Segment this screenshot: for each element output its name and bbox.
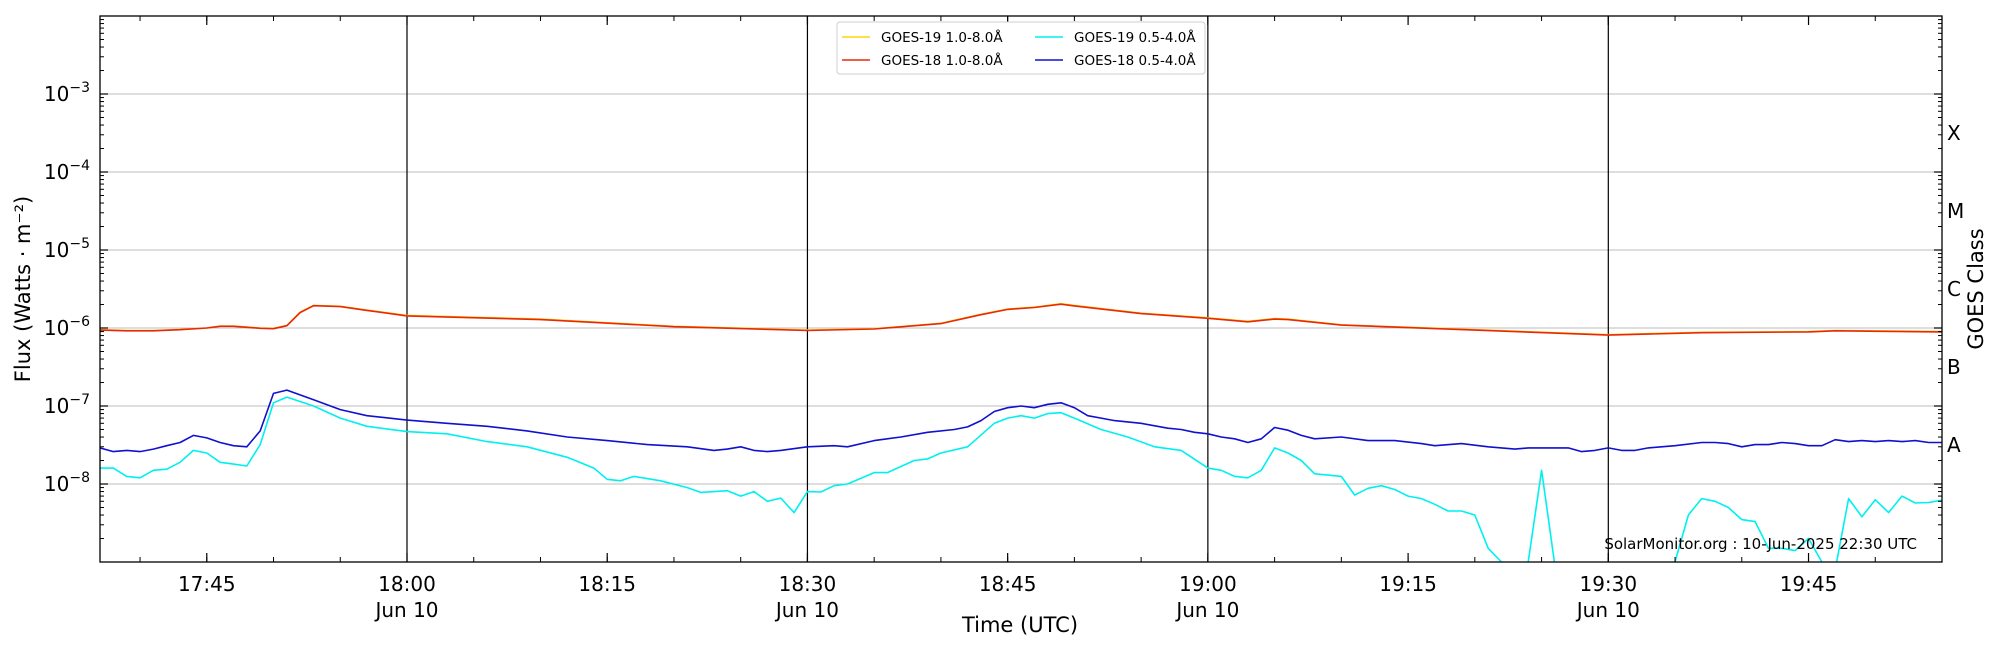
y-tick-exponent: −6	[69, 314, 90, 330]
x-tick-label: 19:30	[1579, 572, 1637, 596]
x-tick-date-label: Jun 10	[1174, 598, 1239, 622]
goes-class-label: B	[1947, 355, 1961, 379]
legend: GOES-19 1.0-8.0Å GOES-19 0.5-4.0Å GOES-18 …	[836, 21, 1206, 75]
day-boundary-lines	[406, 16, 1609, 562]
x-tick-label: 18:30	[779, 572, 837, 596]
y-tick-label: 10−8	[44, 470, 90, 496]
goes-class-label: C	[1947, 277, 1961, 301]
x-tick-label: 18:15	[578, 572, 636, 596]
x-tick-date-label: Jun 10	[774, 598, 839, 622]
y-tick-base: 10	[44, 472, 69, 496]
x-tick-label: 18:45	[979, 572, 1037, 596]
y-axis-title: Flux (Watts · m⁻²)	[11, 196, 35, 382]
goes-class-label: A	[1947, 433, 1961, 457]
x-tick-date-label: Jun 10	[1575, 598, 1640, 622]
legend-label: GOES-19 1.0-8.0Å	[881, 29, 1003, 46]
legend-label: GOES-18 0.5-4.0Å	[1074, 52, 1196, 69]
y-tick-exponent: −5	[69, 236, 90, 252]
y-tick-label: 10−4	[44, 158, 90, 184]
y-tick-exponent: −7	[69, 392, 90, 408]
x-tick-label: 17:45	[178, 572, 236, 596]
goes-class-axis-title: GOES Class	[1964, 228, 1988, 349]
y-tick-label: 10−5	[44, 236, 90, 262]
x-tick-label: 19:00	[1179, 572, 1237, 596]
series-line-1	[100, 303, 1942, 336]
y-tick-exponent: −3	[69, 80, 90, 96]
x-axis-title: Time (UTC)	[961, 613, 1078, 637]
legend-label: GOES-18 1.0-8.0Å	[881, 52, 1003, 69]
y-tick-base: 10	[44, 82, 69, 106]
series-line-3	[100, 389, 1942, 453]
y-axis-ticks: 10−810−710−610−510−410−3	[44, 19, 1942, 540]
goes-class-label: X	[1947, 121, 1961, 145]
y-tick-label: 10−3	[44, 80, 90, 106]
x-tick-label: 18:00	[378, 572, 436, 596]
legend-label: GOES-19 0.5-4.0Å	[1074, 29, 1196, 46]
x-tick-label: 19:45	[1780, 572, 1838, 596]
series-line-2	[100, 396, 1942, 562]
y-tick-base: 10	[44, 160, 69, 184]
goes-class-labels: X M C B A	[1947, 121, 1964, 457]
y-tick-base: 10	[44, 238, 69, 262]
legend-box	[836, 21, 1206, 75]
plot-frame	[99, 15, 1943, 563]
series-lines	[100, 302, 1942, 562]
y-tick-label: 10−7	[44, 392, 90, 418]
goes-class-label: M	[1947, 199, 1964, 223]
x-tick-label: 19:15	[1379, 572, 1437, 596]
y-tick-exponent: −4	[69, 158, 90, 174]
y-tick-base: 10	[44, 394, 69, 418]
y-tick-label: 10−6	[44, 314, 90, 340]
y-tick-base: 10	[44, 316, 69, 340]
credit-text: SolarMonitor.org : 10-Jun-2025 22:30 UTC	[1604, 535, 1917, 553]
x-tick-date-label: Jun 10	[373, 598, 438, 622]
y-tick-exponent: −8	[69, 470, 90, 486]
